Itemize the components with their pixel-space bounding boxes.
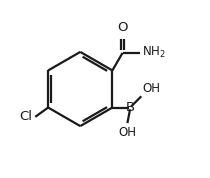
Text: OH: OH	[143, 82, 161, 95]
Text: B: B	[126, 101, 135, 114]
Text: O: O	[117, 21, 128, 34]
Text: Cl: Cl	[19, 110, 32, 123]
Text: NH$_2$: NH$_2$	[142, 45, 165, 60]
Text: OH: OH	[118, 126, 136, 139]
